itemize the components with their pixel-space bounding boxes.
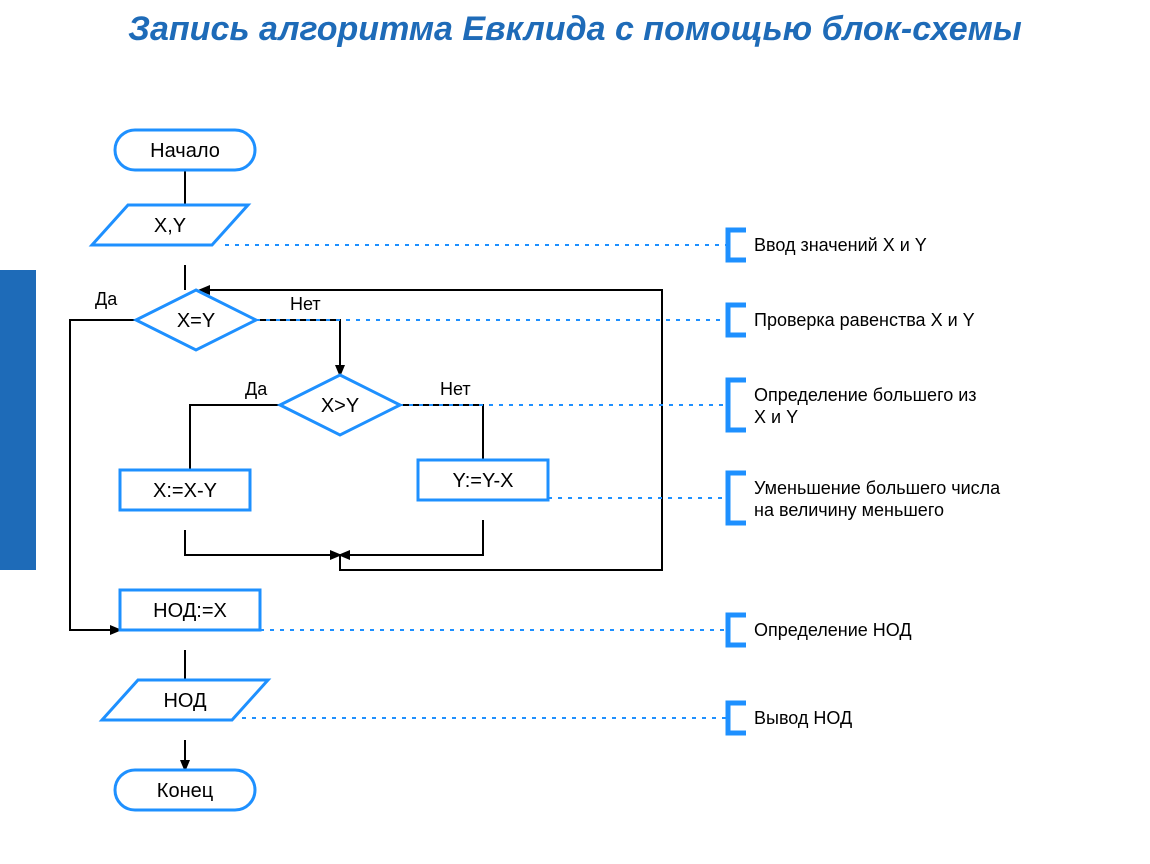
- annotation-text: Ввод значений X и Y: [754, 235, 927, 255]
- node-label-nod: НОД:=X: [153, 600, 227, 622]
- annotation-bracket: [728, 380, 746, 430]
- annotation-text: Определение НОД: [754, 620, 912, 640]
- node-label-outnod: НОД: [163, 690, 207, 712]
- annotation-text: Проверка равенства X и Y: [754, 310, 975, 330]
- node-label-start: Начало: [150, 140, 220, 162]
- flow-edge: [256, 320, 340, 375]
- annotation-bracket: [728, 230, 746, 260]
- edge-label: Нет: [440, 379, 471, 399]
- annotation-text: на величину меньшего: [754, 500, 944, 520]
- annotation-bracket: [728, 615, 746, 645]
- annotation-bracket: [728, 703, 746, 733]
- annotation-text: Вывод НОД: [754, 708, 852, 728]
- node-label-end: Конец: [157, 780, 213, 802]
- annotation-bracket: [728, 473, 746, 523]
- annotation-bracket: [728, 305, 746, 335]
- annotation-text: X и Y: [754, 407, 798, 427]
- flow-edge: [340, 520, 483, 555]
- flow-edge: [200, 290, 662, 570]
- edge-label: Да: [245, 379, 268, 399]
- flowchart: Начало X,Y X=Y X>Y X:=X-Y Y:=Y-X НОД:=X НОД Коне…: [0, 0, 1150, 864]
- edge-label: Нет: [290, 294, 321, 314]
- edge-label: Да: [95, 289, 118, 309]
- node-label-xmy: X:=X-Y: [153, 480, 217, 502]
- node-label-gt: X>Y: [321, 395, 359, 417]
- annotation-text: Определение большего из: [754, 385, 977, 405]
- node-label-input: X,Y: [154, 215, 186, 237]
- annotation-text: Уменьшение большего числа: [754, 478, 1001, 498]
- flow-edge: [185, 530, 340, 555]
- node-label-ymx: Y:=Y-X: [453, 470, 514, 492]
- node-label-eq: X=Y: [177, 310, 215, 332]
